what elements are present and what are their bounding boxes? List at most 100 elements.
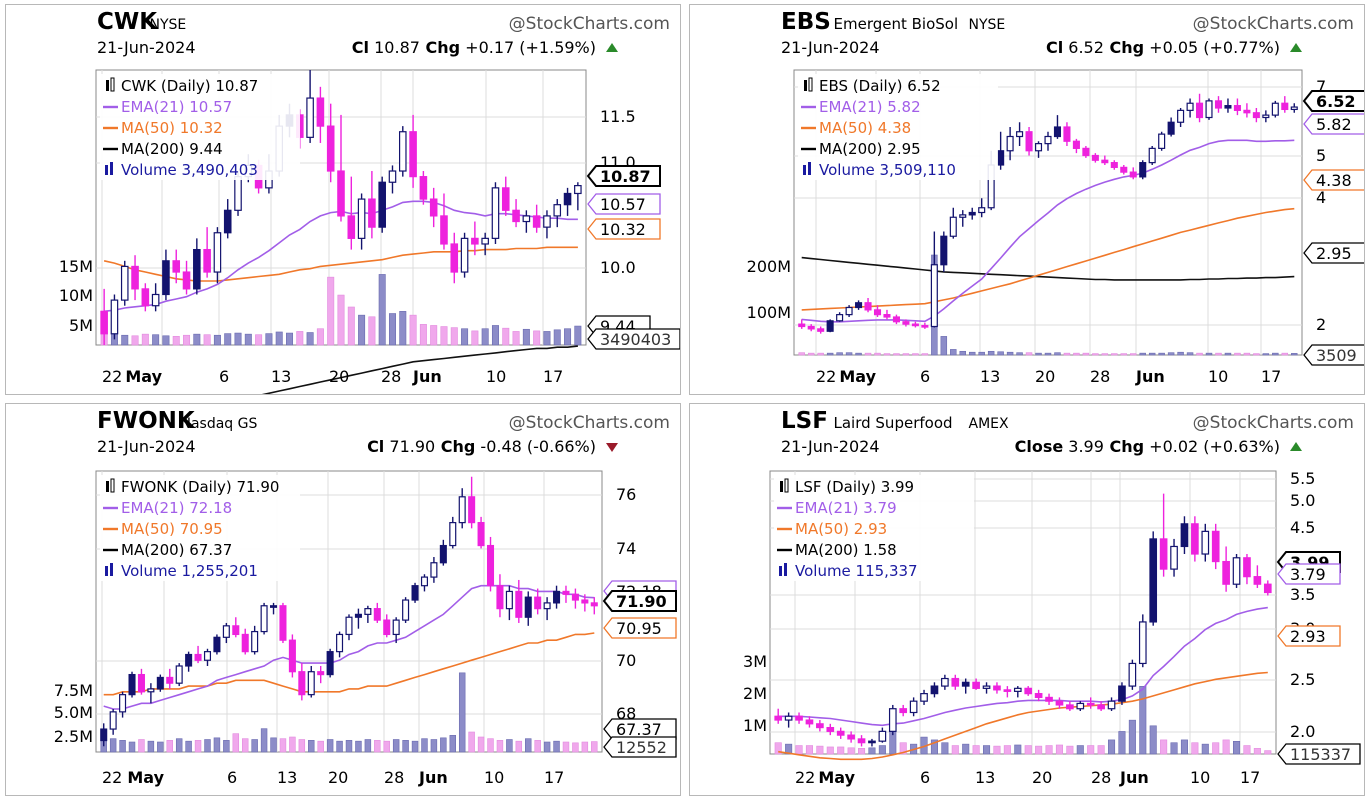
volume-bar <box>213 334 221 346</box>
candle <box>411 582 419 603</box>
volume-bar <box>1087 745 1095 755</box>
volume-bar <box>224 333 232 346</box>
tag-shape <box>1277 743 1361 765</box>
candle-body <box>563 192 572 206</box>
exchange-name: NYSE <box>150 17 187 33</box>
volume-bar <box>204 739 211 753</box>
volume-bar <box>553 740 560 753</box>
volume-bar <box>203 334 211 346</box>
tag-vol: 12552 <box>603 736 677 758</box>
candle <box>1180 516 1189 555</box>
candles-icon <box>106 481 109 492</box>
volume-tick-label: 200M <box>747 257 791 276</box>
candle <box>930 231 938 328</box>
candles-icon <box>784 478 789 493</box>
candle <box>1013 686 1022 698</box>
candle <box>162 249 170 301</box>
candle-body <box>222 625 230 638</box>
candle-body <box>279 605 287 641</box>
candle-body <box>774 715 783 721</box>
candle <box>1138 614 1147 668</box>
volume-bar <box>878 745 886 755</box>
candle <box>940 231 948 272</box>
volume-icon <box>105 566 108 576</box>
candle-body <box>532 215 541 228</box>
tag-text: 4.38 <box>1316 171 1352 190</box>
candle <box>1097 701 1105 711</box>
candle-body <box>147 688 155 693</box>
price-tick-label: 5.5 <box>1290 469 1315 488</box>
candles-icon <box>780 481 783 492</box>
candle-body <box>949 216 957 237</box>
tag-text: 3.79 <box>1290 565 1326 584</box>
volume-icon <box>808 162 811 175</box>
source-label: @StockCharts.com <box>1193 413 1354 433</box>
tag-shape <box>1303 113 1364 135</box>
legend-ema21: EMA(21) 3.79 <box>795 499 897 517</box>
volume-bar <box>1014 744 1022 755</box>
candle-body <box>930 264 938 328</box>
volume-bar <box>411 740 419 753</box>
volume-bar <box>522 328 530 346</box>
volume-bar <box>251 739 258 753</box>
candle-body <box>251 630 259 653</box>
volume-bar <box>795 745 803 755</box>
volume-bar <box>534 740 541 753</box>
volume-bar <box>244 333 252 346</box>
volume-bar <box>1281 352 1289 356</box>
candle <box>175 663 183 687</box>
volume-bar <box>327 276 335 346</box>
volume-bar <box>1253 748 1261 755</box>
candle-body <box>270 605 278 608</box>
candle <box>1186 98 1194 118</box>
date-tick-label: 20 <box>329 367 349 386</box>
volume-bar <box>574 325 582 346</box>
candle <box>1205 98 1213 120</box>
volume-bar <box>421 738 428 753</box>
candle-body <box>1170 545 1178 570</box>
candle-body <box>307 671 315 696</box>
candle-body <box>185 653 193 667</box>
chart-date: 21-Jun-2024 <box>781 38 880 57</box>
candle-body <box>128 673 136 696</box>
candle <box>345 614 353 641</box>
volume-bar <box>502 327 510 346</box>
candle-body <box>868 740 876 744</box>
candle-body <box>522 215 531 223</box>
volume-bar <box>868 747 876 755</box>
price-tick-label: 7 <box>1316 77 1326 96</box>
candle-body <box>1006 135 1014 152</box>
legend-volume: Volume 1,255,201 <box>121 562 258 580</box>
date-tick-label: 6 <box>227 768 237 787</box>
legend-background <box>774 475 974 581</box>
volume-bar <box>1108 739 1116 755</box>
candle <box>110 294 119 340</box>
volume-bar <box>471 330 479 346</box>
candle-body <box>364 608 372 615</box>
candle <box>1243 103 1251 118</box>
chart-date: 21-Jun-2024 <box>97 38 196 57</box>
candle-body <box>100 728 108 742</box>
volume-bar <box>234 332 242 346</box>
candle <box>270 602 278 615</box>
candle-body <box>232 625 240 636</box>
candles <box>100 476 598 747</box>
volume-bar <box>1035 745 1043 755</box>
candle-body <box>120 265 129 301</box>
candle-body <box>1091 154 1099 161</box>
candle-body <box>878 730 887 742</box>
volume-bar <box>1118 731 1126 755</box>
volume-bar <box>968 351 976 356</box>
volume-bar <box>1177 351 1184 356</box>
volume-bar <box>826 746 834 755</box>
candle <box>972 678 980 690</box>
candle <box>430 557 438 583</box>
close-value: 10.87 <box>369 38 420 57</box>
volume-bar <box>816 745 824 755</box>
price-tick-label: 5.0 <box>1290 491 1315 510</box>
candle <box>1191 516 1199 562</box>
candle <box>845 305 853 317</box>
candle <box>347 176 356 250</box>
tag-text: 10.32 <box>600 220 646 239</box>
